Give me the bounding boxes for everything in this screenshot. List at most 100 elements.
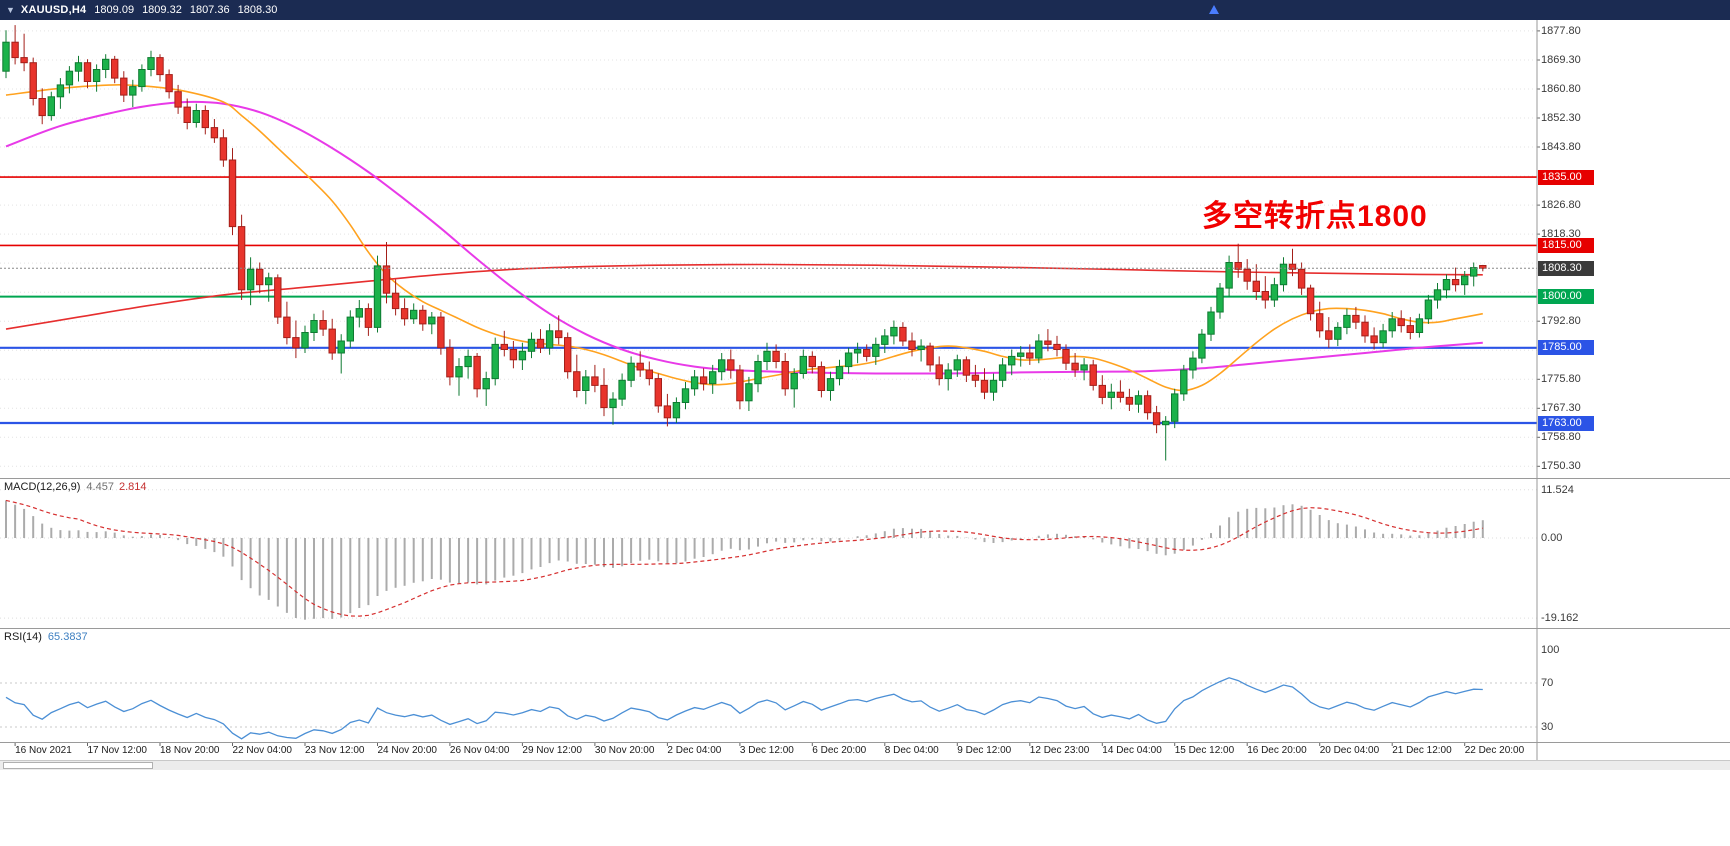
candle <box>1098 375 1106 405</box>
candle <box>718 353 726 381</box>
chart-shift-marker-icon[interactable] <box>1209 5 1219 14</box>
candle <box>500 330 509 357</box>
quote-open: 1809.09 <box>94 4 135 16</box>
candle <box>582 370 590 405</box>
macd-name: MACD(12,26,9) <box>4 481 81 493</box>
rsi-line <box>5 677 1483 740</box>
time-axis-label: 26 Nov 04:00 <box>449 745 510 756</box>
candle <box>92 64 101 92</box>
candle <box>618 373 626 406</box>
candle <box>274 274 282 324</box>
rsi-indicator-label: RSI(14) 65.3837 <box>4 631 88 643</box>
candle <box>564 332 572 379</box>
candle <box>192 103 201 128</box>
candle <box>998 358 1007 388</box>
candle <box>1270 277 1279 307</box>
candle <box>1379 323 1387 348</box>
candle <box>382 242 391 304</box>
candle <box>600 368 608 417</box>
candle <box>518 342 527 370</box>
price-tag-1785: 1785.00 <box>1538 340 1594 356</box>
candle <box>83 59 92 89</box>
time-axis-label: 24 Nov 20:00 <box>377 745 438 756</box>
candle <box>971 364 980 388</box>
time-axis-label: 22 Dec 20:00 <box>1464 745 1525 756</box>
candle <box>228 148 237 236</box>
candle <box>817 361 826 398</box>
candle <box>319 310 327 336</box>
candle <box>1479 264 1487 272</box>
candle <box>1388 312 1396 338</box>
ma-slow-red <box>5 263 1483 330</box>
candle <box>74 55 83 82</box>
candle <box>1207 306 1215 341</box>
rsi-scale-label: 70 <box>1541 677 1554 689</box>
price-axis-label: 1843.80 <box>1541 141 1581 153</box>
candle <box>1053 335 1061 357</box>
time-axis-label: 18 Nov 20:00 <box>160 745 220 756</box>
candle <box>1343 308 1351 335</box>
candle <box>147 50 155 77</box>
candle <box>917 339 925 362</box>
time-axis-label: 6 Dec 20:00 <box>812 745 867 756</box>
candle <box>364 303 373 336</box>
price-axis-label: 1767.30 <box>1541 402 1581 415</box>
candle <box>1234 243 1242 278</box>
candle <box>1279 257 1288 292</box>
candle <box>663 393 672 427</box>
candle <box>20 33 28 72</box>
quote-low: 1807.36 <box>189 4 230 16</box>
candle <box>1062 344 1070 370</box>
candle <box>699 368 708 391</box>
candle <box>899 322 907 347</box>
candle <box>690 370 699 396</box>
candle <box>844 347 853 374</box>
price-tag-1835: 1835.00 <box>1538 169 1594 185</box>
candle <box>645 361 653 386</box>
candle <box>419 305 427 331</box>
candle <box>763 342 771 370</box>
candle <box>654 373 662 413</box>
candle <box>2 30 10 79</box>
price-tag-1800: 1800.00 <box>1538 289 1594 305</box>
candle <box>138 64 146 92</box>
candle <box>1134 390 1143 413</box>
candle <box>29 57 37 106</box>
candle <box>56 78 65 109</box>
candle <box>410 303 418 324</box>
candle <box>636 351 644 377</box>
candle <box>310 313 318 341</box>
candle <box>736 364 744 410</box>
candle <box>727 349 735 379</box>
candle <box>102 54 110 79</box>
candle <box>1152 405 1161 434</box>
time-axis-label: 29 Nov 12:00 <box>522 745 582 756</box>
candle <box>328 318 336 360</box>
candle <box>183 98 191 130</box>
candle <box>672 397 681 423</box>
candle <box>446 339 454 386</box>
candle <box>265 272 273 302</box>
horizontal-scrollbar[interactable] <box>0 760 1730 770</box>
candle <box>926 342 934 372</box>
candle <box>455 358 463 396</box>
candle <box>1071 353 1079 377</box>
candle <box>781 353 789 396</box>
candle <box>156 54 164 82</box>
candle <box>246 257 255 306</box>
candle <box>1261 276 1269 309</box>
price-axis-label: 1792.80 <box>1541 315 1581 328</box>
candle <box>826 371 835 401</box>
candle <box>11 25 19 65</box>
scrollbar-thumb[interactable] <box>3 762 153 769</box>
candle <box>337 334 345 374</box>
candle <box>908 332 916 357</box>
candle <box>120 71 128 102</box>
window-menu-icon[interactable]: ▼ <box>6 5 15 15</box>
candle <box>1316 301 1324 338</box>
candle <box>1198 329 1206 364</box>
current-price-tag: 1808.30 <box>1538 260 1594 276</box>
